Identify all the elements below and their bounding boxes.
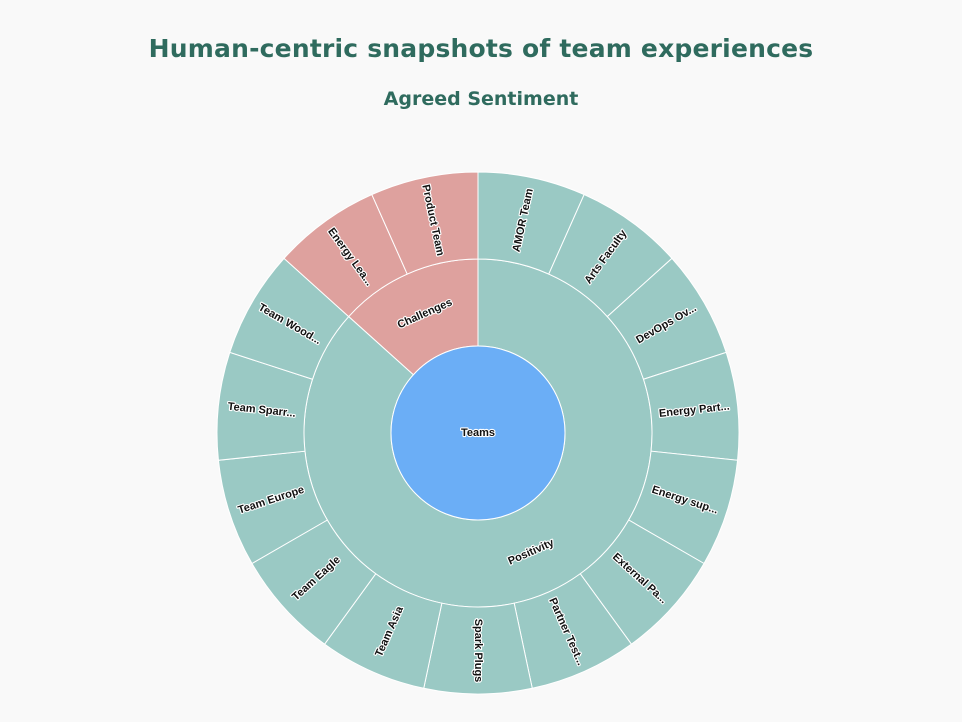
- label-spark-plugs: Spark Plugs: [472, 619, 484, 683]
- segment-root-teams[interactable]: [390, 345, 566, 521]
- label-teams: Teams: [461, 427, 495, 439]
- segment-product-team[interactable]: [371, 171, 479, 275]
- chart-title: Human-centric snapshots of team experien…: [148, 34, 814, 63]
- chart-subtitle: Agreed Sentiment: [383, 88, 579, 110]
